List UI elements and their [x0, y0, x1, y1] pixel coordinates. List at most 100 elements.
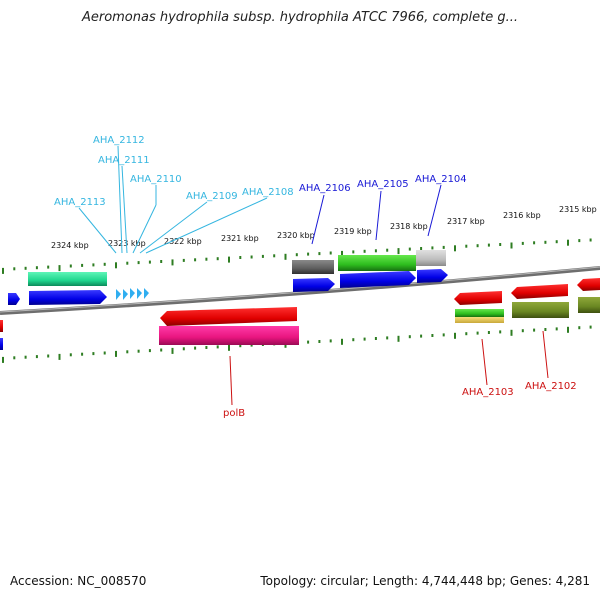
- gene-arrow-blue[interactable]: [340, 271, 416, 288]
- minor-tick: [578, 239, 581, 243]
- gene-arrow-red[interactable]: [577, 278, 600, 291]
- minor-tick: [160, 348, 163, 352]
- minor-tick: [318, 340, 321, 343]
- minor-tick: [521, 241, 524, 245]
- minor-tick: [521, 329, 524, 333]
- feature-green-small[interactable]: [455, 309, 504, 323]
- gene-labels: AHA_2112 AHA_2111 AHA_2110 AHA_2109 AHA_…: [54, 135, 577, 419]
- gene-arrow-red-left[interactable]: [0, 320, 3, 332]
- minor-tick: [103, 351, 106, 355]
- feature-green[interactable]: [338, 255, 416, 271]
- gene-arrow-red[interactable]: [454, 291, 502, 305]
- minor-tick: [589, 325, 592, 329]
- major-tick: [454, 245, 456, 252]
- major-tick: [171, 259, 174, 266]
- gene-label-AHA_2103[interactable]: AHA_2103: [462, 387, 514, 398]
- minor-tick: [442, 333, 445, 337]
- minor-tick: [499, 243, 502, 246]
- kbp-label: 2320 kbp: [277, 231, 315, 240]
- feature-lightgrey[interactable]: [416, 250, 446, 266]
- minor-tick: [69, 353, 72, 357]
- accession-text: Accession: NC_008570: [10, 574, 147, 588]
- gene-arrow-blue[interactable]: [293, 278, 335, 292]
- gene-arrow-red[interactable]: [511, 284, 568, 299]
- gene-arrow-blue[interactable]: [29, 290, 107, 305]
- minor-tick: [476, 331, 479, 335]
- minor-tick: [103, 262, 106, 266]
- minor-tick: [352, 338, 355, 342]
- minor-tick: [544, 240, 547, 244]
- gene-label-AHA_2106[interactable]: AHA_2106: [299, 183, 351, 194]
- kbp-label: 2319 kbp: [334, 227, 372, 236]
- gene-arrow-small-cyan[interactable]: [116, 288, 149, 300]
- minor-tick: [465, 244, 468, 248]
- minor-tick: [250, 255, 253, 259]
- minor-tick: [307, 252, 310, 256]
- minor-tick: [374, 337, 377, 340]
- feature-olive[interactable]: [512, 302, 569, 318]
- minor-tick: [476, 244, 479, 248]
- feature-grey[interactable]: [292, 260, 334, 274]
- genome-title: Aeromonas hydrophila subsp. hydrophila A…: [81, 10, 519, 25]
- minor-tick: [194, 258, 197, 262]
- gene-arrow-blue[interactable]: [417, 269, 448, 283]
- gene-label-AHA_2104[interactable]: AHA_2104: [415, 174, 467, 185]
- minor-tick: [431, 334, 434, 337]
- gene-label-AHA_2108[interactable]: AHA_2108: [242, 187, 294, 198]
- minor-tick: [487, 243, 490, 247]
- gene-label-AHA_2102[interactable]: AHA_2102: [525, 381, 577, 392]
- minor-tick: [465, 332, 468, 336]
- major-tick: [58, 265, 61, 272]
- major-tick: [567, 326, 569, 333]
- kbp-labels: 2324 kbp 2323 kbp 2322 kbp 2321 kbp 2320…: [51, 205, 597, 250]
- minor-tick: [318, 252, 321, 256]
- minor-tick: [194, 346, 197, 350]
- minor-tick: [24, 355, 27, 359]
- gene-label-AHA_2105[interactable]: AHA_2105: [357, 179, 409, 190]
- minor-tick: [386, 248, 389, 252]
- gene-label-AHA_2109[interactable]: AHA_2109: [186, 191, 238, 202]
- gene-label-AHA_2110[interactable]: AHA_2110: [130, 174, 182, 185]
- major-tick: [397, 335, 400, 342]
- minor-tick: [69, 264, 72, 268]
- minor-tick: [92, 263, 95, 267]
- minor-tick: [307, 340, 310, 344]
- topology-text: Topology: circular; Length: 4,744,448 bp…: [260, 574, 590, 588]
- minor-tick: [442, 245, 445, 249]
- minor-tick: [329, 339, 332, 343]
- major-tick: [115, 262, 117, 269]
- feature-teal[interactable]: [28, 272, 107, 286]
- gene-arrow-blue-left[interactable]: [0, 338, 3, 350]
- feature-olive[interactable]: [578, 297, 600, 313]
- minor-tick: [533, 328, 536, 332]
- minor-tick: [239, 256, 242, 259]
- major-tick: [341, 250, 343, 257]
- kbp-label: 2321 kbp: [221, 234, 259, 243]
- minor-tick: [420, 334, 423, 338]
- minor-tick: [148, 260, 151, 264]
- minor-tick: [216, 345, 219, 349]
- minor-tick: [81, 263, 84, 267]
- major-tick: [228, 344, 230, 351]
- gene-label-AHA_2113[interactable]: AHA_2113: [54, 197, 106, 208]
- minor-tick: [81, 352, 84, 356]
- kbp-label: 2317 kbp: [447, 217, 485, 226]
- minor-tick: [408, 247, 411, 251]
- gene-arrow-blue[interactable]: [8, 293, 20, 305]
- minor-tick: [544, 328, 547, 331]
- minor-tick: [13, 267, 16, 271]
- major-tick: [454, 332, 456, 339]
- minor-tick: [408, 335, 411, 339]
- minor-tick: [555, 327, 558, 331]
- gene-label-AHA_2112[interactable]: AHA_2112: [93, 135, 145, 146]
- minor-tick: [13, 356, 16, 360]
- minor-tick: [420, 247, 423, 250]
- feature-pink[interactable]: [159, 326, 299, 345]
- gene-label-AHA_2111[interactable]: AHA_2111: [98, 155, 150, 166]
- major-tick: [228, 256, 230, 263]
- gene-arrow-red-polB[interactable]: [160, 307, 297, 326]
- major-tick: [2, 267, 4, 274]
- minor-tick: [239, 344, 242, 348]
- gene-label-polB[interactable]: polB: [223, 408, 245, 419]
